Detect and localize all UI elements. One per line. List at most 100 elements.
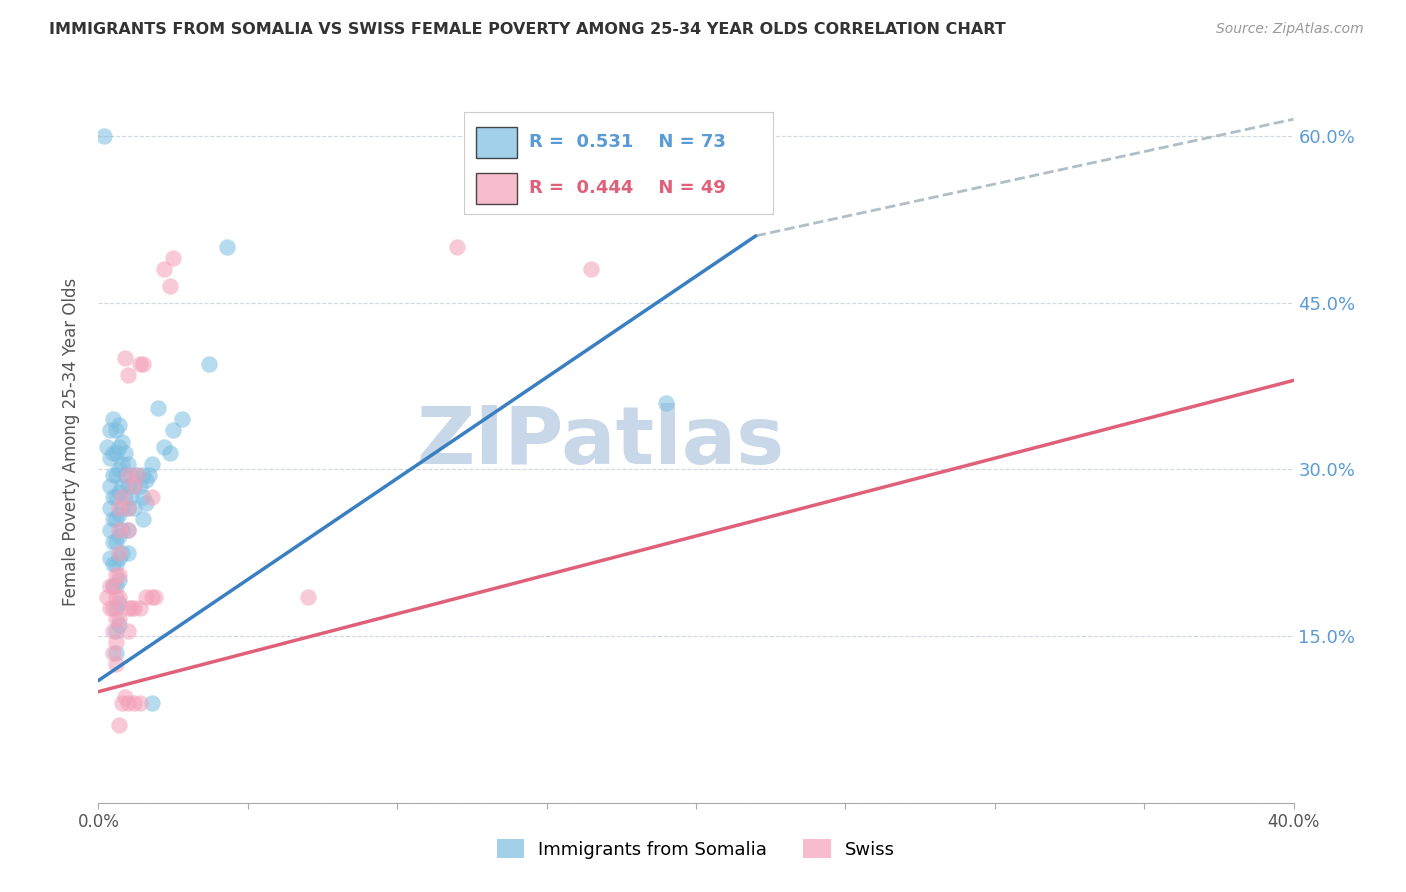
Point <box>108 524 131 538</box>
Point <box>103 601 125 615</box>
Point <box>103 646 125 660</box>
Point <box>96 440 118 454</box>
Point <box>111 696 134 710</box>
Point <box>162 424 184 438</box>
Point <box>129 479 152 493</box>
Point <box>172 412 194 426</box>
Point <box>117 467 139 482</box>
FancyBboxPatch shape <box>477 127 516 158</box>
Point <box>111 434 134 449</box>
Point <box>108 484 131 499</box>
Point <box>114 690 136 705</box>
Point <box>120 601 142 615</box>
Point <box>103 579 125 593</box>
Point <box>138 467 160 482</box>
Point <box>129 601 152 615</box>
Point <box>96 590 118 604</box>
Point <box>141 490 163 504</box>
Point <box>103 534 125 549</box>
Point <box>103 579 125 593</box>
Point <box>105 601 128 615</box>
Point <box>117 624 139 638</box>
FancyBboxPatch shape <box>477 173 516 204</box>
Point <box>297 590 319 604</box>
Text: R =  0.531    N = 73: R = 0.531 N = 73 <box>529 133 725 152</box>
Point <box>124 479 146 493</box>
Point <box>117 457 139 471</box>
Point <box>141 457 163 471</box>
Point <box>124 479 146 493</box>
Point <box>111 546 134 560</box>
Point <box>114 351 136 366</box>
Point <box>108 718 131 732</box>
Point <box>108 618 131 632</box>
Point <box>108 596 131 610</box>
Text: ZIPatlas: ZIPatlas <box>416 402 785 481</box>
Point <box>581 262 603 277</box>
Point <box>105 534 128 549</box>
Point <box>117 501 139 516</box>
Point <box>129 357 152 371</box>
Point <box>108 551 131 566</box>
Point <box>103 445 125 459</box>
Point <box>198 357 221 371</box>
Point <box>143 590 166 604</box>
Point <box>98 601 122 615</box>
Point <box>111 501 134 516</box>
Legend: Immigrants from Somalia, Swiss: Immigrants from Somalia, Swiss <box>489 832 903 866</box>
Point <box>117 368 139 382</box>
Point <box>117 479 139 493</box>
Point <box>108 590 131 604</box>
Point <box>117 524 139 538</box>
Point <box>98 424 122 438</box>
Point <box>215 240 238 254</box>
Point <box>108 546 131 560</box>
Point <box>153 440 176 454</box>
Point <box>120 467 142 482</box>
Point <box>105 512 128 526</box>
Point <box>103 467 125 482</box>
Point <box>108 417 131 432</box>
Point <box>120 490 142 504</box>
Point <box>153 262 176 277</box>
Y-axis label: Female Poverty Among 25-34 Year Olds: Female Poverty Among 25-34 Year Olds <box>62 277 80 606</box>
Point <box>108 612 131 626</box>
Point <box>105 445 128 459</box>
Point <box>127 467 149 482</box>
Point <box>117 546 139 560</box>
Point <box>108 574 131 588</box>
Point <box>124 601 146 615</box>
Point <box>108 440 131 454</box>
Point <box>108 507 131 521</box>
Point <box>117 501 139 516</box>
Point <box>132 357 155 371</box>
Point <box>114 490 136 504</box>
Point <box>98 524 122 538</box>
Point <box>105 646 128 660</box>
Point <box>105 579 128 593</box>
Point <box>103 557 125 571</box>
Point <box>124 501 146 516</box>
Text: R =  0.444    N = 49: R = 0.444 N = 49 <box>529 179 725 197</box>
Point <box>135 474 157 488</box>
Point <box>105 590 128 604</box>
Point <box>132 490 155 504</box>
Point <box>655 395 678 409</box>
Point <box>105 568 128 582</box>
Point <box>135 590 157 604</box>
Point <box>98 501 122 516</box>
Point <box>93 128 115 143</box>
Point <box>127 467 149 482</box>
Point <box>111 490 134 504</box>
Point <box>159 279 181 293</box>
Point <box>105 657 128 671</box>
Point <box>103 412 125 426</box>
Point <box>103 490 125 504</box>
Point <box>103 512 125 526</box>
Point <box>132 467 155 482</box>
Point <box>117 601 139 615</box>
Point <box>111 479 134 493</box>
Point <box>105 467 128 482</box>
Point <box>108 501 131 516</box>
Point <box>105 490 128 504</box>
